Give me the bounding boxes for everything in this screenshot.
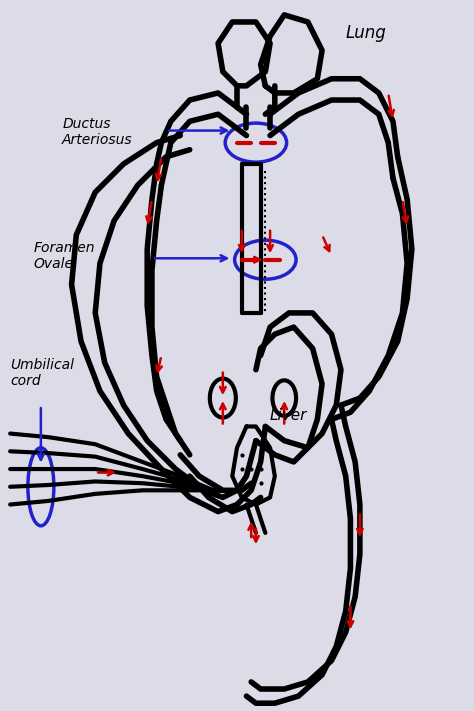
- Text: Liver: Liver: [270, 408, 308, 423]
- Text: Lung: Lung: [346, 23, 386, 42]
- Text: Ductus
Arteriosus: Ductus Arteriosus: [62, 117, 133, 147]
- Text: Foramen
Ovale: Foramen Ovale: [34, 241, 95, 272]
- Text: Umbilical
cord: Umbilical cord: [10, 358, 74, 388]
